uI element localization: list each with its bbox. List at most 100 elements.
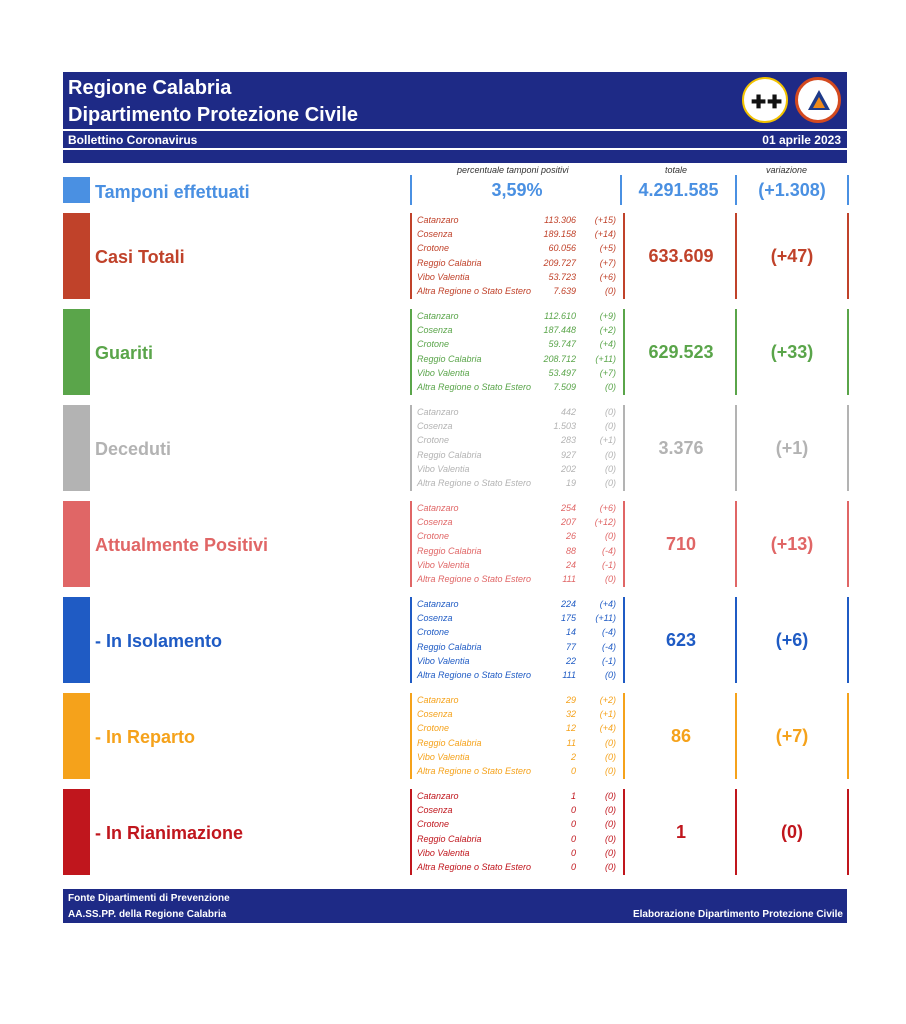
- section-isolamento: - In Isolamento Catanzaro 224 (+4) Cosenza 17…: [63, 597, 849, 685]
- section-total: 1: [623, 789, 737, 875]
- province-value: 111: [562, 669, 576, 680]
- province-row: Reggio Calabria 88 (-4): [412, 544, 622, 558]
- province-value: 209.727: [543, 257, 576, 268]
- tamponi-color-block: [63, 177, 90, 203]
- province-name: Altra Regione o Stato Estero: [417, 765, 532, 776]
- province-row: Cosenza 0 (0): [412, 803, 622, 817]
- section-reparto: - In Reparto Catanzaro 29 (+2) Cosenza 32 (+1)…: [63, 693, 849, 781]
- province-value: 77: [565, 641, 576, 652]
- province-row: Catanzaro 224 (+4): [412, 597, 622, 611]
- province-delta: (-4): [602, 545, 616, 556]
- section-deceduti: Deceduti Catanzaro 442 (0) Cosenza 1.503 (0) Cr…: [63, 405, 849, 493]
- column-headers: percentuale tamponi positivi totale vari…: [63, 165, 847, 175]
- province-delta: (-1): [602, 655, 616, 666]
- variation-column-header: variazione: [766, 165, 808, 175]
- province-row: Altra Regione o Stato Estero 19 (0): [412, 476, 622, 490]
- section-total: 633.609: [623, 213, 737, 299]
- province-value: 0: [570, 805, 576, 816]
- tamponi-total: 4.291.585: [620, 175, 735, 205]
- province-value: 254: [560, 503, 576, 513]
- footer-bar: Fonte Dipartimenti di Prevenzione AA.SS.…: [63, 889, 847, 923]
- section-color-block: [63, 597, 90, 683]
- province-delta: (0): [605, 765, 616, 776]
- section-label: Casi Totali: [95, 247, 185, 267]
- province-value: 0: [570, 861, 576, 872]
- province-breakdown: Catanzaro 442 (0) Cosenza 1.503 (0) Crotone 283…: [410, 405, 622, 491]
- province-name: Vibo Valentia: [417, 367, 470, 378]
- section-positivi: Attualmente Positivi Catanzaro 254 (+6) Cose…: [63, 501, 849, 589]
- section-color-block: [63, 789, 90, 875]
- province-name: Vibo Valentia: [417, 559, 470, 570]
- section-variation: (+33): [735, 309, 849, 395]
- province-value: 7.509: [553, 381, 576, 392]
- province-breakdown: Catanzaro 254 (+6) Cosenza 207 (+12) Crotone 26…: [410, 501, 622, 587]
- province-name: Vibo Valentia: [417, 463, 470, 474]
- province-value: 12: [565, 723, 576, 734]
- province-delta: (0): [605, 819, 616, 830]
- province-name: Reggio Calabria: [417, 545, 482, 556]
- province-row: Vibo Valentia 53.723 (+6): [412, 270, 622, 284]
- province-name: Altra Regione o Stato Estero: [417, 477, 532, 488]
- province-row: Vibo Valentia 202 (0): [412, 462, 622, 476]
- province-value: 224: [560, 599, 576, 609]
- province-row: Cosenza 175 (+11): [412, 611, 622, 625]
- province-name: Crotone: [417, 243, 450, 254]
- province-name: Catanzaro: [417, 791, 459, 801]
- province-delta: (+4): [599, 599, 616, 609]
- divider-bar: [63, 150, 847, 163]
- province-name: Catanzaro: [417, 311, 459, 321]
- province-value: 22: [565, 655, 576, 666]
- header-banner: Regione Calabria Dipartimento Protezione…: [63, 72, 847, 129]
- province-delta: (+7): [599, 257, 616, 268]
- province-value: 88: [565, 545, 576, 556]
- section-label: Deceduti: [95, 439, 172, 459]
- province-name: Crotone: [417, 531, 450, 542]
- protezione-civile-logo-icon: [795, 77, 841, 123]
- section-total: 629.523: [623, 309, 737, 395]
- province-value: 32: [565, 709, 576, 720]
- province-value: 113.306: [544, 215, 576, 225]
- province-delta: (-4): [602, 641, 616, 652]
- province-delta: (0): [605, 751, 616, 762]
- province-breakdown: Catanzaro 224 (+4) Cosenza 175 (+11) Crotone 14…: [410, 597, 622, 683]
- province-breakdown: Catanzaro 113.306 (+15) Cosenza 189.158 (+14)…: [410, 213, 622, 299]
- province-name: Cosenza: [417, 421, 453, 432]
- province-value: 283: [560, 435, 576, 446]
- province-name: Reggio Calabria: [417, 449, 482, 460]
- source-line-1: Fonte Dipartimenti di Prevenzione: [68, 893, 230, 904]
- province-value: 19: [565, 477, 576, 488]
- province-delta: (-1): [602, 559, 616, 570]
- province-delta: (+11): [595, 353, 616, 364]
- province-value: 2: [570, 751, 576, 762]
- province-value: 59.747: [548, 339, 576, 350]
- province-delta: (+14): [594, 229, 616, 240]
- province-name: Catanzaro: [417, 407, 459, 417]
- province-row: Altra Regione o Stato Estero 111 (0): [412, 572, 622, 586]
- department-title: Dipartimento Protezione Civile: [68, 104, 359, 126]
- section-casi: Casi Totali Catanzaro 113.306 (+15) Cosenza 1…: [63, 213, 849, 301]
- province-delta: (0): [605, 573, 616, 584]
- province-breakdown: Catanzaro 112.610 (+9) Cosenza 187.448 (+2) Cr…: [410, 309, 622, 395]
- province-delta: (0): [605, 737, 616, 748]
- province-name: Altra Regione o Stato Estero: [417, 573, 532, 584]
- bulletin-date: 01 aprile 2023: [762, 133, 841, 147]
- section-color-block: [63, 405, 90, 491]
- province-value: 207: [560, 517, 576, 528]
- province-value: 442: [560, 407, 576, 417]
- section-color-block: [63, 693, 90, 779]
- province-row: Vibo Valentia 53.497 (+7): [412, 366, 622, 380]
- section-color-block: [63, 309, 90, 395]
- province-row: Reggio Calabria 208.712 (+11): [412, 352, 622, 366]
- province-delta: (+4): [599, 723, 616, 734]
- section-guariti: Guariti Catanzaro 112.610 (+9) Cosenza 187.44…: [63, 309, 849, 397]
- province-row: Crotone 59.747 (+4): [412, 337, 622, 351]
- province-value: 927: [560, 449, 576, 460]
- province-delta: (0): [605, 381, 616, 392]
- province-value: 0: [570, 819, 576, 830]
- province-name: Altra Regione o Stato Estero: [417, 381, 532, 392]
- province-delta: (0): [605, 847, 616, 858]
- tamponi-pct: 3,59%: [410, 175, 622, 205]
- province-delta: (0): [605, 833, 616, 844]
- province-row: Catanzaro 113.306 (+15): [412, 213, 622, 227]
- province-value: 60.056: [548, 243, 576, 254]
